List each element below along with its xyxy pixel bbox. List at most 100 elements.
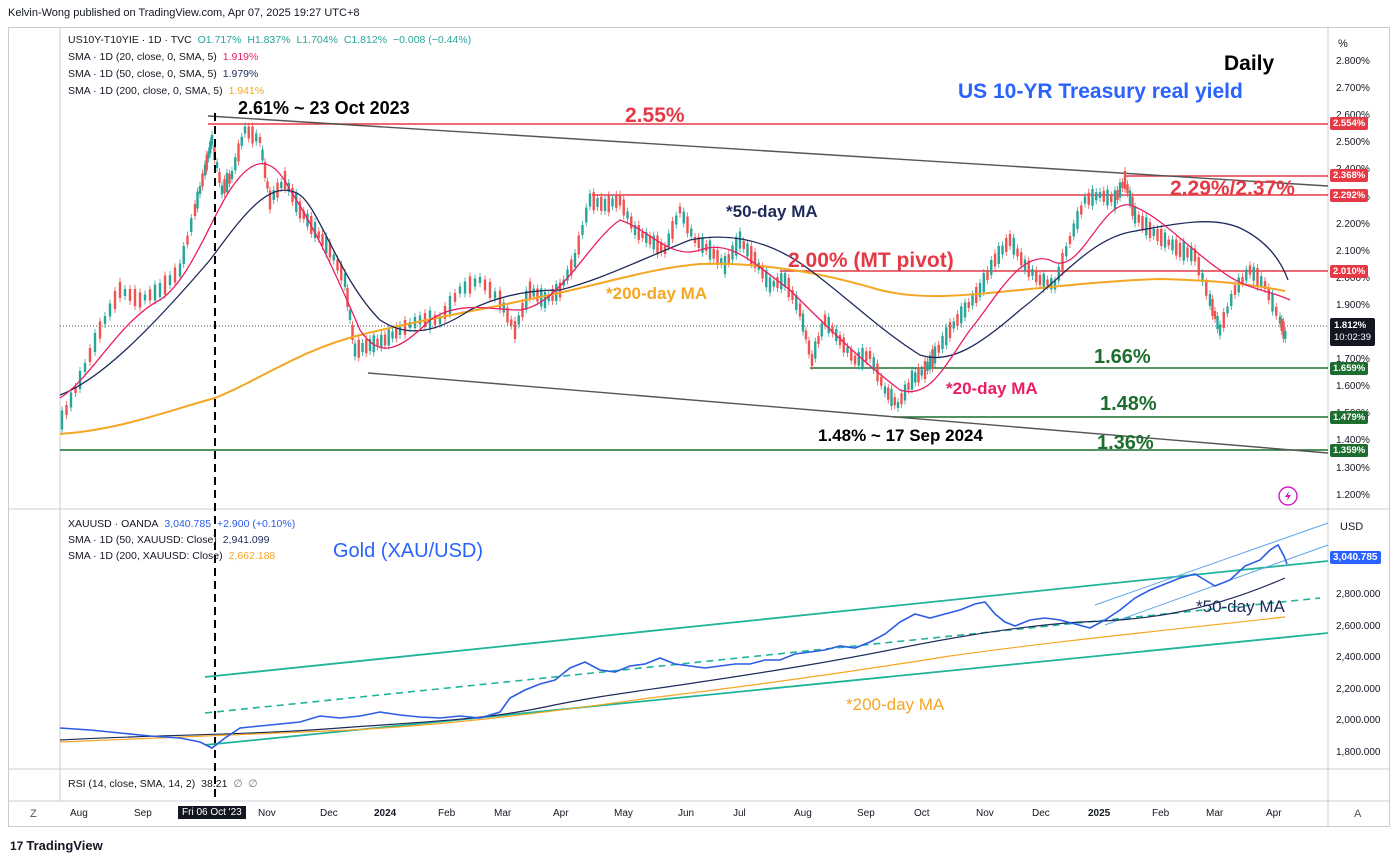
candle-body (266, 181, 269, 189)
candle-body (153, 284, 157, 301)
tradingview-logo[interactable]: 17 TradingView (10, 838, 103, 853)
candle-body (173, 267, 177, 283)
candle-body (1137, 214, 1140, 223)
candle-body (817, 336, 820, 344)
candle-body (887, 387, 890, 400)
candle-body (83, 363, 87, 372)
candle-body (376, 338, 379, 347)
sma200-legend[interactable]: SMA · 1D (200, close, 0, SMA, 5) 1.941% (68, 83, 267, 100)
gold-legend-row[interactable]: XAUUSD · OANDA 3,040.785 +2.900 (+0.10%) (68, 516, 298, 533)
candle-body (483, 279, 487, 291)
candle-body (872, 357, 875, 371)
candle-body (210, 135, 214, 145)
candle-body (103, 316, 107, 324)
axis-unit-usd[interactable]: USD (1340, 521, 1364, 533)
yield-axis-tick: 1.300% (1336, 462, 1370, 474)
candle-body (207, 151, 210, 159)
candle-body (313, 222, 317, 238)
candle-body (1035, 270, 1038, 283)
candle-body (138, 292, 142, 308)
candle-body (603, 199, 607, 211)
gold-short-channel-top (1094, 522, 1329, 606)
level-255-label: 2.55% (625, 104, 685, 127)
candle-body (1237, 277, 1240, 293)
candle-body (118, 282, 122, 298)
candle-body (581, 225, 584, 235)
x-axis-month-label: Sep (134, 808, 152, 819)
candle-body (690, 228, 693, 237)
candle-body (448, 296, 452, 314)
candle-body (182, 246, 185, 264)
candle-body (1256, 268, 1259, 287)
sma50-legend[interactable]: SMA · 1D (50, close, 0, SMA, 5) 1.979% (68, 66, 261, 83)
candle-body (218, 172, 221, 183)
candle-body (453, 293, 457, 302)
candle-body (937, 344, 940, 353)
candle-body (1167, 239, 1170, 246)
candle-body (1118, 182, 1122, 198)
candle-body (302, 211, 305, 219)
yield-axis-tick: 1.400% (1336, 435, 1370, 447)
candle-body (186, 235, 189, 245)
candle-body (630, 216, 633, 229)
gold-upper-channel (204, 560, 1329, 678)
sma50-value: 1.979% (222, 68, 259, 80)
candle-body (986, 270, 989, 280)
candle-body (1267, 287, 1270, 301)
candle-body (626, 211, 629, 219)
x-axis-month-label: Aug (794, 808, 812, 819)
change-value: −0.008 (−0.44%) (392, 34, 472, 46)
candle-body (243, 126, 247, 134)
candle-body (1252, 266, 1255, 281)
yield-axis-tick: 1.900% (1336, 299, 1370, 311)
candle-body (956, 314, 959, 326)
gold-title: Gold (XAU/USD) (333, 540, 484, 562)
candle-body (473, 278, 477, 287)
zoom-reset-button[interactable]: Z (30, 808, 37, 820)
candle-body (971, 294, 974, 306)
gold-sma200-legend[interactable]: SMA · 1D (200, XAUUSD: Close) 2,662.188 (68, 548, 278, 565)
sma20-legend[interactable]: SMA · 1D (20, close, 0, SMA, 5) 1.919% (68, 49, 261, 66)
x-axis-month-label: Feb (1152, 808, 1170, 819)
ma200-annotation: *200-day MA (606, 284, 708, 303)
x-axis-month-label: Apr (1266, 808, 1282, 819)
gold-axis-tick: 2,400.000 (1336, 652, 1381, 663)
rsi-legend[interactable]: RSI (14, close, SMA, 14, 2) 38.21 ∅ ∅ (68, 776, 261, 793)
peak-annotation: 2.61% ~ 23 Oct 2023 (238, 98, 410, 118)
gold-sma50-legend[interactable]: SMA · 1D (50, XAUUSD: Close) 2,941.099 (68, 532, 272, 549)
candle-body (223, 179, 226, 194)
axis-unit-percent[interactable]: % (1338, 38, 1348, 50)
rsi-label: RSI (14, close, SMA, 14, 2) (68, 778, 196, 790)
tag-1659: 1.659% (1330, 362, 1369, 375)
candle-body (74, 387, 77, 393)
tag-2554: 2.554% (1330, 117, 1369, 130)
yield-legend-row[interactable]: US10Y-T10YIE · 1D · TVC O1.717% H1.837% … (68, 32, 474, 49)
candle-body (990, 260, 993, 275)
candle-body (787, 278, 790, 297)
candle-body (158, 283, 162, 297)
candle-body (712, 248, 715, 259)
candle-body (993, 253, 997, 267)
candle-body (645, 232, 648, 243)
auto-scale-button[interactable]: A (1354, 808, 1362, 820)
candle-body (1121, 182, 1124, 188)
candle-body (675, 215, 678, 225)
candle-body (941, 336, 944, 349)
candle-body (671, 221, 674, 239)
gold-sma50-label: SMA · 1D (50, XAUUSD: Close) (68, 534, 217, 546)
x-axis-year-label: 2025 (1088, 808, 1111, 819)
candle-body (209, 141, 212, 154)
low-annotation: 1.48% ~ 17 Sep 2024 (818, 426, 983, 445)
yield-axis-tick: 2.000% (1336, 272, 1370, 284)
candle-body (1123, 171, 1127, 189)
candle-body (1248, 265, 1252, 275)
candle-body (1046, 279, 1049, 286)
x-axis-month-label: Jun (678, 808, 695, 819)
candle-body (1208, 294, 1212, 306)
candle-body (1160, 229, 1163, 246)
high-value: H1.837% (247, 34, 291, 46)
candle-body (945, 327, 948, 346)
candle-body (798, 303, 802, 317)
candle-body (903, 384, 907, 401)
